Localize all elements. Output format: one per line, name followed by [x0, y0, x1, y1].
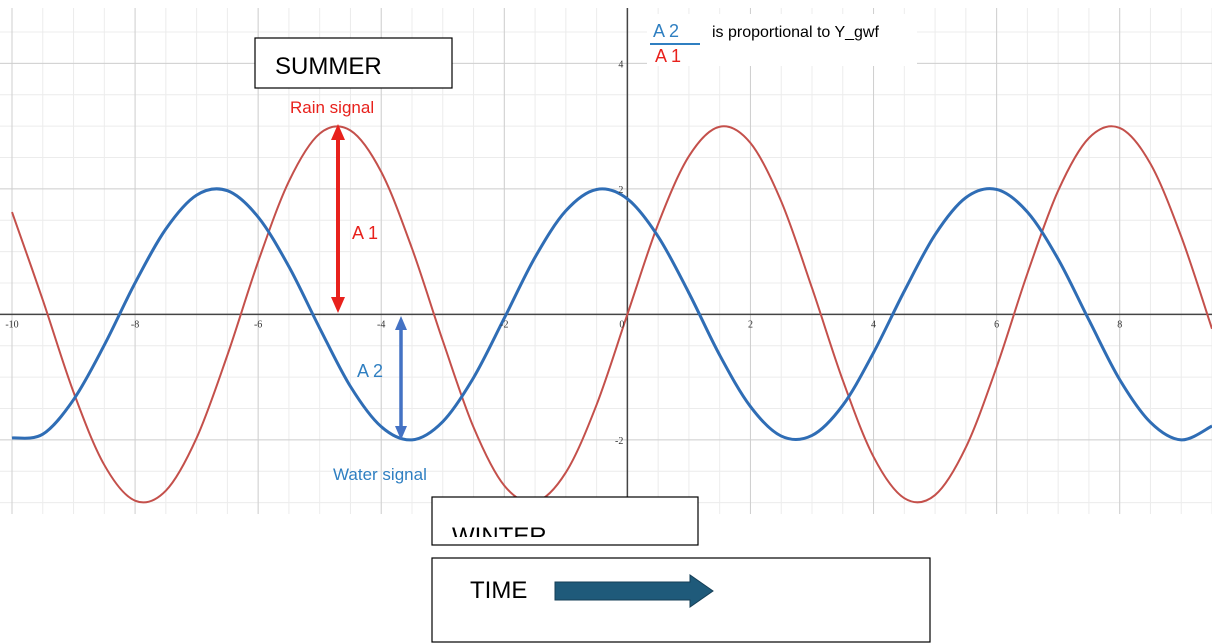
x-tick-label: -6 — [254, 319, 262, 330]
a1-label: A 1 — [352, 223, 378, 243]
y-tick-label: -2 — [615, 436, 623, 447]
ratio-text: is proportional to Y_gwf — [712, 24, 879, 41]
summer-box — [254, 37, 453, 89]
winter-box — [431, 496, 699, 546]
a2-label: A 2 — [357, 361, 383, 381]
a1-arrowhead — [331, 124, 345, 140]
ratio-denominator: A 1 — [655, 46, 681, 66]
time-arrow — [554, 574, 714, 608]
x-tick-label: 8 — [1117, 319, 1122, 330]
x-tick-label: 4 — [871, 319, 876, 330]
series-line — [11, 125, 1212, 504]
ticks: -10 -8 -6 -4 -2 0 2 4 6 8 -2 2 4 — [5, 59, 1122, 447]
rain-label: Rain signal — [290, 98, 374, 117]
a2-arrowhead — [395, 426, 407, 440]
y-tick-label: 2 — [618, 185, 623, 196]
x-tick-label: 0 — [619, 319, 624, 330]
water-label: Water signal — [333, 465, 427, 484]
ratio-background — [647, 14, 917, 66]
a2-arrowhead — [395, 316, 407, 330]
curves — [11, 125, 1212, 504]
x-tick-label: -2 — [500, 319, 508, 330]
grid — [0, 8, 1212, 514]
x-tick-label: 6 — [994, 319, 999, 330]
x-tick-label: -8 — [131, 319, 139, 330]
time-label: TIME — [470, 577, 527, 604]
x-tick-label: -10 — [5, 319, 18, 330]
ratio-numerator: A 2 — [653, 21, 679, 41]
winter-clip: WINTER — [452, 523, 547, 550]
y-tick-label: 4 — [618, 59, 623, 70]
winter-label: WINTER — [452, 523, 547, 550]
x-tick-label: -4 — [377, 319, 385, 330]
summer-label: SUMMER — [275, 53, 382, 80]
a1-arrowhead — [331, 297, 345, 313]
series-line — [11, 187, 1212, 442]
x-tick-label: 2 — [748, 319, 753, 330]
